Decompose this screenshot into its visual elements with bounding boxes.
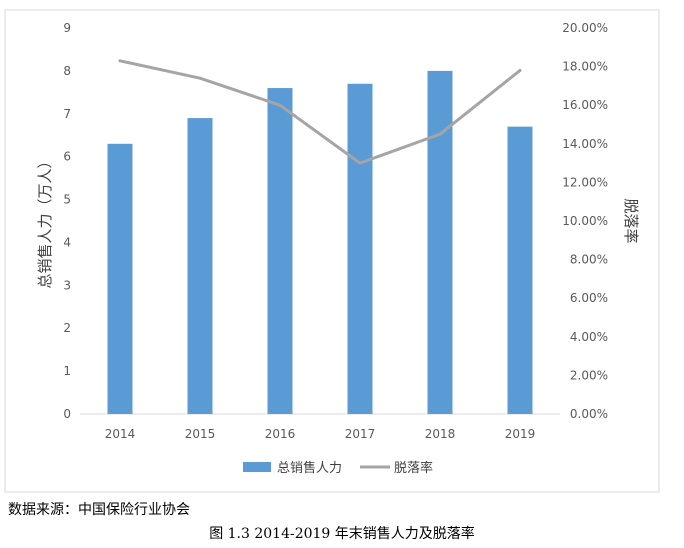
line-series — [118, 59, 522, 165]
y-tick-label: 5 — [63, 193, 71, 207]
y-tick-label: 7 — [63, 107, 71, 121]
y2-tick-label: 14.00% — [562, 137, 608, 151]
y-tick-label: 8 — [63, 64, 71, 78]
legend: 总销售人力 脱落率 — [243, 460, 433, 476]
y-tick-label: 3 — [63, 278, 71, 292]
y-tick-label: 0 — [63, 407, 71, 421]
y2-tick-label: 6.00% — [570, 291, 608, 305]
y2-tick-label: 10.00% — [562, 214, 608, 228]
line-point-2014 — [118, 59, 122, 63]
bar-2019 — [507, 126, 533, 415]
y-tick-label: 9 — [63, 21, 71, 35]
source-note: 数据来源：中国保险行业协会 — [8, 502, 190, 518]
bar-2018 — [427, 70, 453, 414]
line-point-2017 — [358, 161, 362, 165]
x-axis-ticks: 2014 2015 2016 2017 2018 2019 — [105, 427, 536, 441]
y2-tick-label: 4.00% — [570, 330, 608, 344]
line-path — [118, 59, 522, 165]
x-tick-label: 2014 — [105, 427, 136, 441]
y-tick-label: 6 — [63, 150, 71, 164]
legend-bar-swatch — [243, 462, 271, 472]
figure-caption: 图 1.3 2014-2019 年末销售人力及脱落率 — [209, 526, 475, 542]
bar-2017 — [347, 83, 373, 414]
bar-2016 — [267, 88, 293, 415]
bar-series — [107, 70, 533, 415]
y2-tick-label: 16.00% — [562, 98, 608, 112]
bar-2015 — [187, 118, 213, 415]
y-tick-label: 4 — [63, 235, 71, 249]
y-axis-left-title: 总销售人力（万人） — [36, 153, 54, 288]
x-tick-label: 2019 — [505, 427, 536, 441]
line-point-2016 — [278, 103, 282, 107]
x-tick-label: 2017 — [345, 427, 376, 441]
y2-tick-label: 0.00% — [570, 407, 608, 421]
line-point-2018 — [438, 132, 442, 136]
y-axis-right-title: 脱落率 — [622, 198, 640, 243]
y2-tick-label: 12.00% — [562, 175, 608, 189]
y2-tick-label: 18.00% — [562, 60, 608, 74]
chart-area-border — [4, 9, 660, 493]
y-axis-right-ticks: 0.00% 2.00% 4.00% 6.00% 8.00% 10.00% 12.00% 14.… — [562, 21, 608, 421]
y-tick-label: 2 — [63, 321, 71, 335]
line-point-2019 — [518, 68, 522, 72]
y2-tick-label: 2.00% — [570, 368, 608, 382]
chart-svg: 0 1 2 3 4 5 6 7 8 9 0.00% 2.00% 4.00% 6.00% 8.00% 10.0… — [4, 9, 660, 493]
line-point-2015 — [198, 76, 202, 80]
y2-tick-label: 20.00% — [562, 21, 608, 35]
bar-2014 — [107, 143, 133, 415]
legend-line-label: 脱落率 — [394, 460, 433, 476]
legend-bar-label: 总销售人力 — [277, 460, 342, 476]
y-tick-label: 1 — [63, 364, 71, 378]
x-tick-label: 2016 — [265, 427, 296, 441]
y-axis-left-ticks: 0 1 2 3 4 5 6 7 8 9 — [63, 21, 71, 421]
x-tick-label: 2015 — [185, 427, 216, 441]
chart-frame: 0 1 2 3 4 5 6 7 8 9 0.00% 2.00% 4.00% 6.00% 8.00% 10.0… — [4, 9, 660, 493]
x-tick-label: 2018 — [425, 427, 456, 441]
y2-tick-label: 8.00% — [570, 253, 608, 267]
